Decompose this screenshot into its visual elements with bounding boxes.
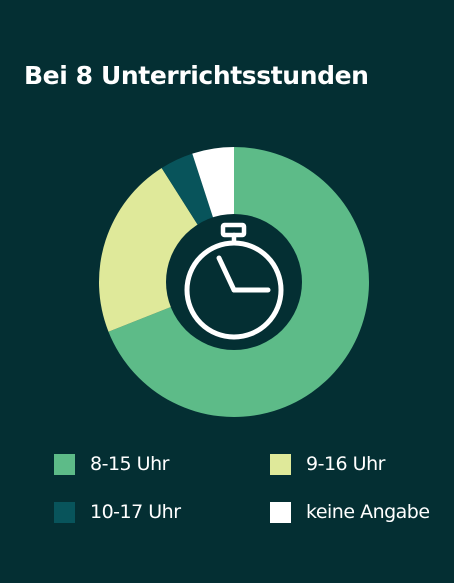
legend-swatch (54, 453, 75, 475)
chart-title: Bei 8 Unterrichtsstunden (24, 61, 369, 90)
legend-label: 8-15 Uhr (90, 453, 169, 475)
stopwatch-icon (184, 222, 284, 340)
legend-swatch (270, 453, 291, 475)
legend-swatch (270, 501, 291, 523)
legend-item-keine-angabe: keine Angabe (270, 500, 430, 524)
legend-item-10-17-uhr: 10-17 Uhr (54, 500, 181, 524)
legend-item-8-15-uhr: 8-15 Uhr (54, 452, 169, 476)
legend-label: 10-17 Uhr (90, 501, 181, 523)
legend-item-9-16-uhr: 9-16 Uhr (270, 452, 385, 476)
donut-center (166, 214, 302, 350)
legend-swatch (54, 501, 75, 523)
legend-label: 9-16 Uhr (306, 453, 385, 475)
legend-label: keine Angabe (306, 501, 430, 523)
